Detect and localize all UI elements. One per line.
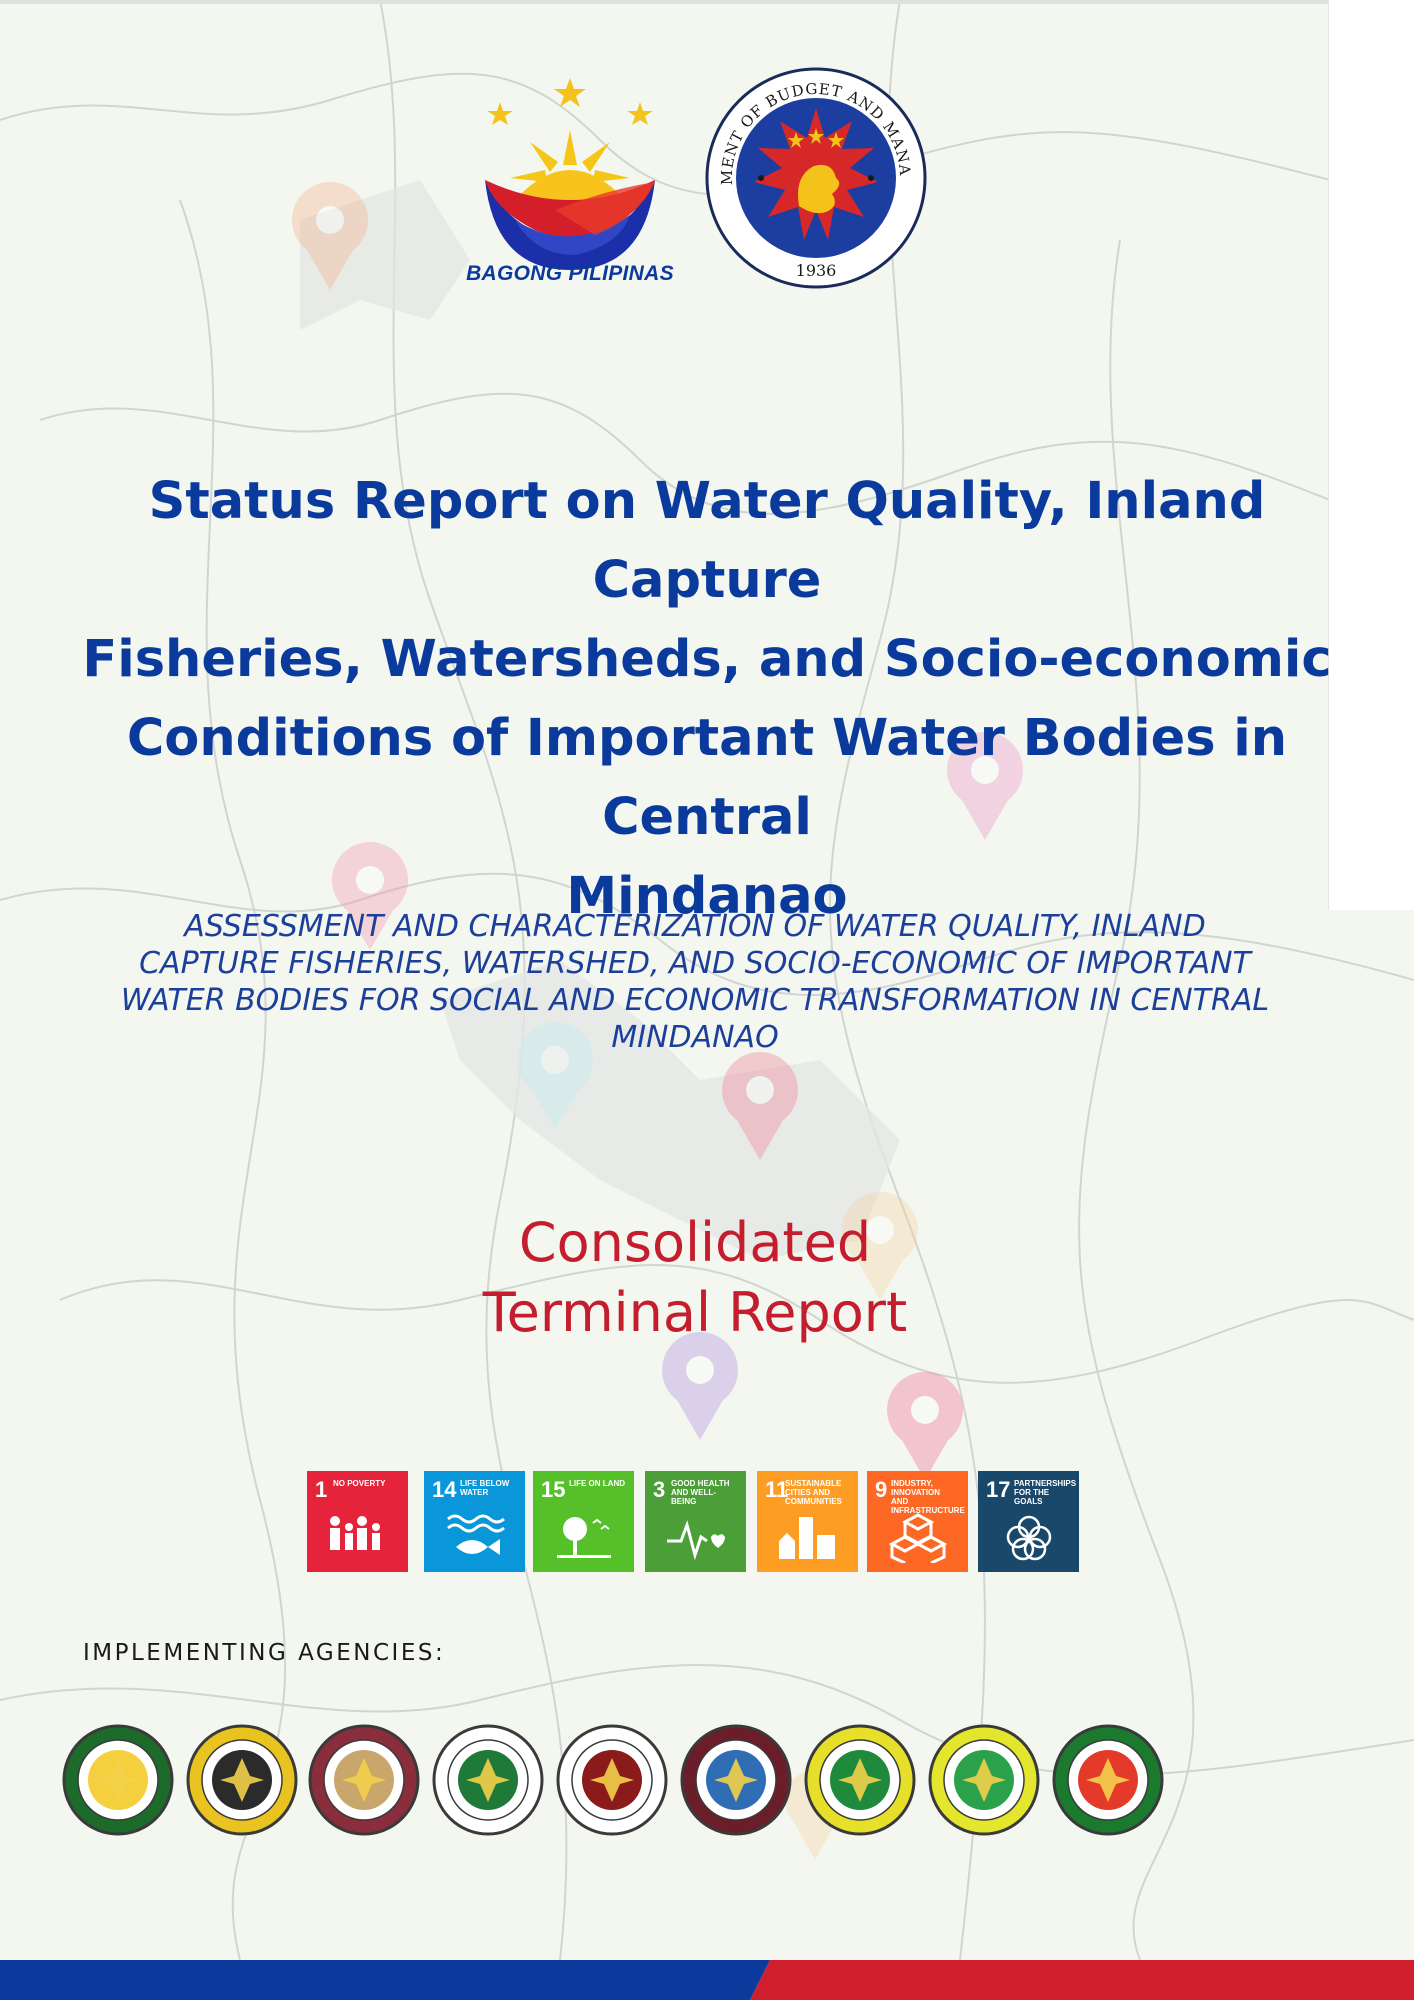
sdg-number: 1: [315, 1477, 328, 1502]
top-border: [0, 0, 1414, 4]
sdg-number: 9: [875, 1477, 888, 1502]
sdg-number: 3: [653, 1477, 666, 1502]
sdg-number: 15: [541, 1477, 566, 1502]
side-panel: [1328, 0, 1414, 910]
school-seal-icon: [186, 1724, 298, 1836]
sdg-tile-3: 3 GOOD HEALTH AND WELL-BEING: [645, 1471, 746, 1572]
sdg-label: NO POVERTY: [333, 1479, 386, 1488]
dbm-seal-year: 1936: [796, 261, 837, 280]
bagong-pilipinas-logo: [485, 78, 655, 270]
heartbeat-icon: [667, 1520, 725, 1561]
title-line: Fisheries, Watersheds, and Socio-economi…: [82, 630, 1332, 689]
school-seal-icon: [928, 1724, 1040, 1836]
sdg-label: LIFE BELOW WATER: [460, 1479, 510, 1497]
sdg-tile-15: 15 LIFE ON LAND: [533, 1471, 634, 1572]
school-seal-icon: [62, 1724, 174, 1836]
subtitle-line: MINDANAO: [611, 1020, 779, 1055]
sdg-label: PARTNERSHIPS FOR THE GOALS: [1014, 1479, 1077, 1506]
school-seal-icon: [1052, 1724, 1164, 1836]
sdg-number: 11: [765, 1477, 789, 1502]
title-line: Conditions of Important Water Bodies in …: [126, 709, 1288, 847]
sdg-label: SUSTAINABLE CITIES AND COMMUNITIES: [785, 1479, 842, 1506]
report-type-line: Consolidated: [518, 1211, 872, 1274]
report-type: Consolidated Terminal Report: [300, 1208, 1090, 1348]
subtitle-line: ASSESSMENT AND CHARACTERIZATION OF WATER…: [184, 909, 1206, 944]
header-logos: BAGONG PILIPINAS DEPARTMENT OF BUDGET AN…: [0, 60, 1414, 300]
sdg-label: INDUSTRY, INNOVATION AND INFRASTRUCTURE: [891, 1479, 965, 1515]
sdg-label: GOOD HEALTH AND WELL-BEING: [671, 1479, 730, 1506]
rings-icon: [1006, 1515, 1052, 1561]
sdg-number: 14: [432, 1477, 457, 1502]
sdg-tile-9: 9 INDUSTRY, INNOVATION AND INFRASTRUCTUR…: [867, 1471, 968, 1572]
sdg-tile-11: 11 SUSTAINABLE CITIES AND COMMUNITIES: [757, 1471, 858, 1572]
sdg-label: LIFE ON LAND: [569, 1479, 625, 1488]
agencies-label: IMPLEMENTING AGENCIES:: [83, 1640, 446, 1666]
bottom-color-bar: [0, 1960, 1414, 2000]
bagong-pilipinas-text: BAGONG PILIPINAS: [466, 262, 674, 285]
school-seal-icon: [308, 1724, 420, 1836]
title-line: Status Report on Water Quality, Inland C…: [148, 472, 1266, 610]
people-icon: [330, 1516, 380, 1550]
sdg-tile-14: 14 LIFE BELOW WATER: [424, 1471, 525, 1572]
school-seal-icon: [680, 1724, 792, 1836]
sdg-number: 17: [986, 1477, 1011, 1502]
school-seal-icon: [432, 1724, 544, 1836]
subtitle-line: WATER BODIES FOR SOCIAL AND ECONOMIC TRA…: [120, 983, 1270, 1018]
report-subtitle: ASSESSMENT AND CHARACTERIZATION OF WATER…: [90, 908, 1300, 1056]
cubes-icon: [888, 1513, 948, 1563]
school-seal-icon: [804, 1724, 916, 1836]
report-title: Status Report on Water Quality, Inland C…: [60, 462, 1354, 936]
subtitle-line: CAPTURE FISHERIES, WATERSHED, AND SOCIO-…: [139, 946, 1251, 981]
agency-seals: [60, 1722, 1180, 1842]
tree-icon: [557, 1517, 611, 1558]
school-seal-icon: [556, 1724, 668, 1836]
sdg-tile-17: 17 PARTNERSHIPS FOR THE GOALS: [978, 1471, 1079, 1572]
dbm-seal: DEPARTMENT OF BUDGET AND MANAGEMENT 1936: [704, 66, 927, 289]
buildings-icon: [779, 1517, 835, 1559]
title-line: Mindanao: [566, 867, 848, 926]
sdg-tile-1: 1 NO POVERTY: [307, 1471, 408, 1572]
report-type-line: Terminal Report: [482, 1281, 908, 1344]
fish-icon: [447, 1514, 505, 1555]
